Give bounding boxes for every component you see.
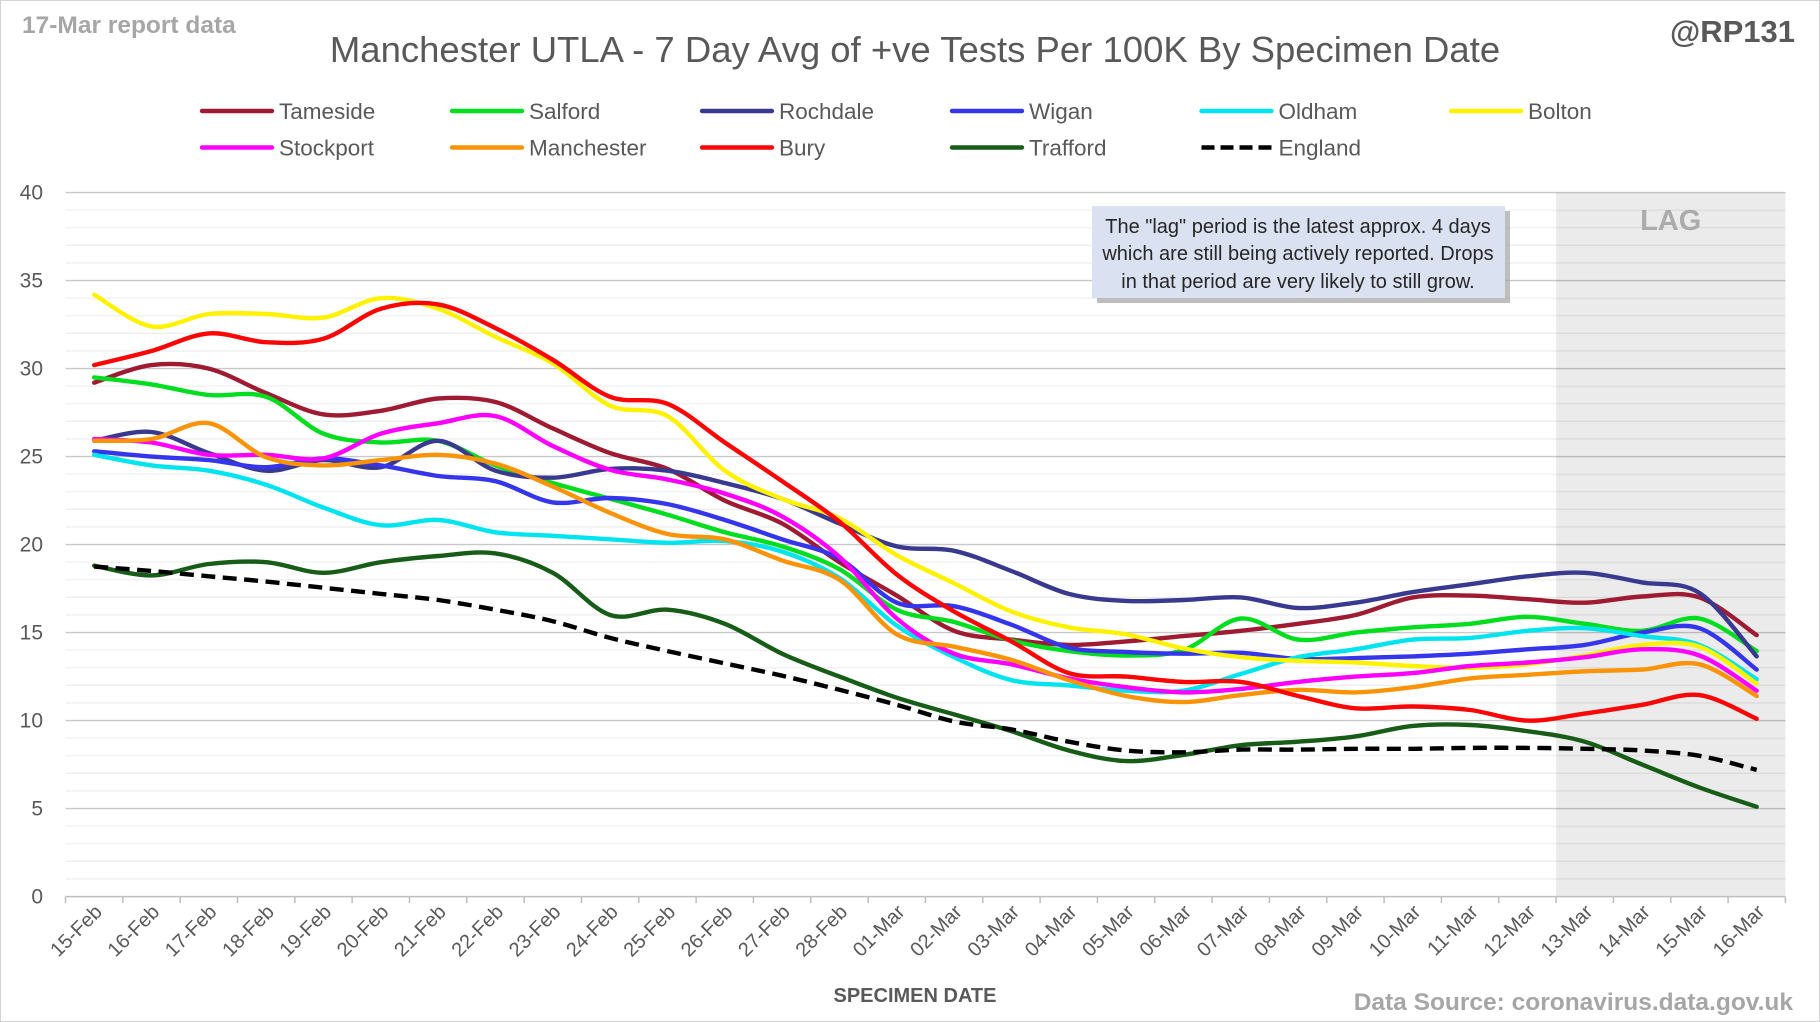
svg-text:in that period are very likely: in that period are very likely to still … [1121, 271, 1475, 293]
svg-text:10: 10 [20, 710, 43, 733]
svg-text:Tameside: Tameside [279, 99, 375, 124]
svg-text:Oldham: Oldham [1279, 99, 1358, 124]
svg-text:LAG: LAG [1640, 205, 1701, 237]
svg-text:The "lag" period is the latest: The "lag" period is the latest approx. 4… [1105, 216, 1491, 238]
svg-text:Salford: Salford [529, 99, 600, 124]
svg-text:15: 15 [20, 622, 43, 645]
svg-text:Manchester UTLA - 7 Day Avg of: Manchester UTLA - 7 Day Avg of +ve Tests… [330, 29, 1500, 70]
svg-text:SPECIMEN DATE: SPECIMEN DATE [834, 985, 997, 1007]
svg-text:Stockport: Stockport [279, 136, 375, 161]
svg-text:Trafford: Trafford [1029, 136, 1107, 161]
svg-text:5: 5 [31, 798, 43, 821]
svg-text:Bolton: Bolton [1528, 99, 1592, 124]
svg-text:Bury: Bury [779, 136, 826, 161]
svg-text:20: 20 [20, 534, 43, 557]
svg-text:35: 35 [20, 270, 43, 293]
svg-text:0: 0 [31, 886, 43, 909]
svg-text:which are still being actively: which are still being actively reported.… [1101, 243, 1493, 265]
svg-text:40: 40 [20, 182, 43, 205]
svg-text:@RP131: @RP131 [1670, 14, 1795, 49]
svg-text:Manchester: Manchester [529, 136, 647, 161]
svg-text:Data Source: coronavirus.data.: Data Source: coronavirus.data.gov.uk [1354, 989, 1794, 1016]
svg-text:Rochdale: Rochdale [779, 99, 874, 124]
svg-text:25: 25 [20, 446, 43, 469]
svg-text:30: 30 [20, 358, 43, 381]
svg-text:Wigan: Wigan [1029, 99, 1093, 124]
svg-text:17-Mar report data: 17-Mar report data [22, 12, 236, 39]
svg-text:England: England [1279, 136, 1362, 161]
